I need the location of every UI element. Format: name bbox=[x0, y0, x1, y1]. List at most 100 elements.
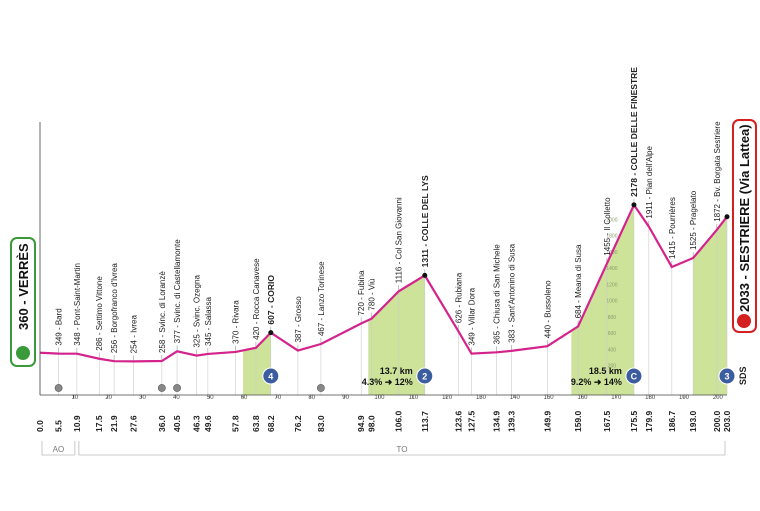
x-tick-label: 106.0 bbox=[394, 410, 404, 432]
x-tick-label: 159.0 bbox=[573, 410, 583, 432]
x-tick-label: 175.5 bbox=[629, 410, 639, 432]
x-tick-label: 49.6 bbox=[203, 415, 213, 432]
kom-marker bbox=[416, 367, 434, 385]
x-axis-km: 160 bbox=[577, 395, 588, 401]
x-tick-label: 149.9 bbox=[542, 410, 552, 432]
x-tick-label: 186.7 bbox=[667, 410, 677, 432]
y-tick-label: 1200 bbox=[606, 282, 617, 288]
kom-label: 3 bbox=[724, 372, 729, 382]
climb-gradient: 9.2% ➜ 14% bbox=[571, 377, 622, 387]
brand: SDS bbox=[738, 366, 748, 385]
waypoint-label: 383 - Sant'Antonino di Susa bbox=[507, 243, 516, 342]
x-axis-km: 120 bbox=[442, 395, 453, 401]
x-axis-km: 140 bbox=[510, 395, 521, 401]
x-tick-label: 68.2 bbox=[266, 415, 276, 432]
region-label: TO bbox=[396, 445, 407, 454]
x-tick-label: 21.9 bbox=[109, 415, 119, 432]
x-axis-km: 80 bbox=[308, 395, 315, 401]
x-tick-label: 76.2 bbox=[293, 415, 303, 432]
x-tick-label: 83.0 bbox=[316, 415, 326, 432]
waypoint-label: 1872 - Bv. Borgata Sestriere bbox=[713, 121, 722, 222]
y-tick-label: 1000 bbox=[606, 299, 617, 305]
region-bracket bbox=[78, 441, 726, 456]
summit-dot bbox=[724, 214, 730, 220]
x-axis-km: 200 bbox=[713, 395, 724, 401]
waypoint-label: 780 - Viù bbox=[368, 279, 377, 311]
finish-icon bbox=[737, 314, 751, 328]
waypoint-label: 1116 - Col San Giovanni bbox=[395, 197, 404, 283]
waypoint-label: 1311 - COLLE DEL LYS bbox=[420, 175, 430, 267]
waypoint-label: 345 - Salassa bbox=[204, 296, 213, 345]
waypoint-label: 440 - Bussoleno bbox=[543, 280, 552, 338]
x-axis-km: 90 bbox=[342, 395, 349, 401]
x-axis-km: 40 bbox=[173, 395, 180, 401]
x-tick-label: 127.5 bbox=[466, 410, 476, 432]
waypoint-label: 387 - Grosso bbox=[294, 296, 303, 343]
waypoint-label: 370 - Rivara bbox=[232, 300, 241, 344]
x-axis-km: 100 bbox=[374, 395, 385, 401]
y-tick-label: 800 bbox=[608, 315, 617, 321]
waypoint-label: 626 - Rubiana bbox=[454, 272, 463, 323]
x-tick-label: 193.0 bbox=[688, 410, 698, 432]
waypoint-label: 467 - Lanzo Torinese bbox=[317, 261, 326, 336]
waypoint-label: 377 - Svinc. di Castellamonte bbox=[173, 239, 182, 344]
x-axis-km: 50 bbox=[207, 395, 214, 401]
y-tick-label: 1400 bbox=[606, 266, 617, 272]
x-tick-label: 17.5 bbox=[94, 415, 104, 432]
waypoint-label: 349 - Villar Dora bbox=[467, 287, 476, 345]
x-axis-km: 150 bbox=[544, 395, 555, 401]
x-axis-km: 20 bbox=[105, 395, 112, 401]
x-axis-km: 10 bbox=[71, 395, 78, 401]
x-tick-label: 5.5 bbox=[54, 420, 64, 432]
finish-box bbox=[732, 119, 757, 333]
climb-length: 18.5 km bbox=[589, 366, 622, 376]
x-tick-label: 179.9 bbox=[644, 410, 654, 432]
kom-label: 4 bbox=[268, 372, 273, 382]
x-tick-label: 40.5 bbox=[172, 415, 182, 432]
waypoint-label: 348 - Pont-Saint-Martin bbox=[73, 263, 82, 346]
x-tick-label: 36.0 bbox=[157, 415, 167, 432]
waypoint-label: 365 - Chiusa di San Michele bbox=[493, 244, 502, 345]
waypoint-label: 1911 - Pian dell'Alpe bbox=[645, 146, 654, 219]
x-tick-label: 123.6 bbox=[453, 410, 463, 432]
waypoint-label: 254 - Ivrea bbox=[129, 315, 138, 354]
x-axis-km: 30 bbox=[139, 395, 146, 401]
x-tick-label: 134.9 bbox=[492, 410, 502, 432]
x-axis-km: 130 bbox=[476, 395, 487, 401]
x-tick-label: 0.0 bbox=[35, 420, 45, 432]
kom-marker bbox=[262, 367, 280, 385]
waypoint-label: 1455 - Il Colletto bbox=[603, 197, 612, 256]
kom-marker bbox=[625, 367, 643, 385]
x-tick-label: 46.3 bbox=[192, 415, 202, 432]
summit-dot bbox=[422, 272, 428, 278]
start-label: 360 - VERRÈS bbox=[16, 243, 31, 330]
y-tick-label: 400 bbox=[608, 347, 617, 353]
waypoint-label: 1415 - Pourrières bbox=[668, 197, 677, 259]
profile-line bbox=[39, 202, 728, 363]
y-tick-label: 1800 bbox=[606, 234, 617, 240]
x-tick-label: 98.0 bbox=[367, 415, 377, 432]
x-tick-label: 94.9 bbox=[356, 415, 366, 432]
y-tick-label: 2000 bbox=[606, 217, 617, 223]
x-axis-km: 70 bbox=[275, 395, 282, 401]
x-tick-label: 63.8 bbox=[251, 415, 261, 432]
waypoint-label: 720 - Fubina bbox=[357, 270, 366, 315]
x-tick-label: 139.3 bbox=[506, 410, 516, 432]
x-axis-km: 180 bbox=[645, 395, 656, 401]
summit-dot bbox=[631, 202, 637, 208]
kom-marker bbox=[718, 367, 736, 385]
waypoint-label: 349 - Bard bbox=[55, 308, 64, 345]
region-bracket bbox=[41, 441, 76, 456]
x-axis-km: 170 bbox=[611, 395, 622, 401]
x-tick-label: 113.7 bbox=[420, 411, 430, 432]
finish-label: 2033 - SESTRIERE (Via Lattea) bbox=[737, 124, 752, 312]
y-tick-label: 600 bbox=[608, 331, 617, 337]
waypoint-label: 420 - Rocca Canavese bbox=[252, 258, 261, 340]
summit-dot bbox=[268, 330, 274, 336]
kom-label: 2 bbox=[422, 372, 427, 382]
climb-gradient: 4.3% ➜ 12% bbox=[362, 377, 413, 387]
finish-badge: 2033 - SESTRIERE (Via Lattea) bbox=[732, 119, 757, 333]
waypoint-label: 2178 - COLLE DELLE FINESTRE bbox=[629, 67, 639, 197]
sprint-marker bbox=[157, 384, 166, 392]
